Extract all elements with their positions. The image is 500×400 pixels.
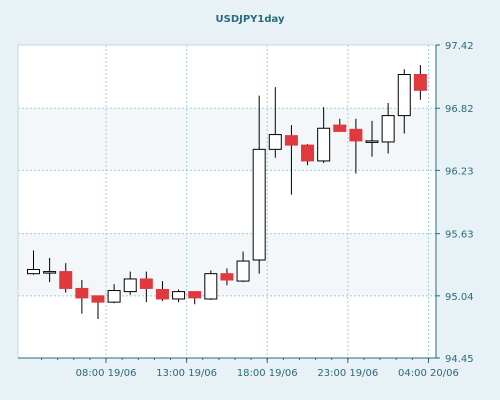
candle-body-up (204, 273, 218, 300)
candle-body-up (252, 148, 266, 261)
candle-body-up (123, 278, 137, 293)
candle-body-up (397, 74, 411, 117)
candle-body-up (381, 115, 395, 143)
y-tick-label: 97.42 (445, 41, 474, 52)
candle (252, 95, 266, 274)
candle (236, 251, 250, 283)
candle (75, 280, 89, 314)
candle (172, 289, 186, 303)
candle (139, 271, 153, 303)
candle-body-up (236, 260, 250, 282)
candle (381, 102, 395, 154)
candle (413, 65, 427, 100)
candle-body-down (220, 273, 234, 281)
candle-body-down (413, 74, 427, 91)
candle (43, 257, 57, 283)
x-tick-label: 18:00 19/06 (237, 368, 298, 379)
candle (204, 270, 218, 301)
candle-body-up (43, 271, 57, 274)
candle-body-up (268, 134, 282, 150)
candle (188, 291, 202, 305)
candle (123, 271, 137, 295)
grid-band (18, 45, 436, 109)
candle-body-down (301, 144, 315, 162)
candle (333, 118, 347, 132)
y-tick-label: 96.23 (445, 166, 474, 177)
candle (284, 125, 298, 195)
y-tick-label: 95.63 (445, 230, 474, 241)
grid-band (18, 295, 436, 358)
candle-body-down (91, 295, 105, 303)
candle (59, 263, 73, 293)
candle-body-down (333, 124, 347, 132)
candle (317, 107, 331, 164)
candle-body-down (284, 135, 298, 146)
candle-body-up (172, 291, 186, 300)
candle-body-down (75, 287, 89, 299)
candle-body-down (59, 271, 73, 289)
candle (349, 118, 363, 174)
x-tick-label: 13:00 19/06 (156, 368, 217, 379)
candle (365, 120, 379, 157)
x-tick-label: 08:00 19/06 (76, 368, 137, 379)
chart-title: USDJPY1day (216, 14, 285, 25)
candle (91, 295, 105, 320)
candle-body-up (27, 268, 40, 275)
candle-body-down (188, 291, 202, 299)
candle (301, 144, 315, 166)
candle (155, 281, 169, 302)
candle-body-up (107, 290, 121, 303)
candle-body-down (139, 278, 153, 289)
x-tick-label: 23:00 19/06 (317, 368, 378, 379)
candle-body-down (349, 128, 363, 142)
x-tick-label: 04:00 20/06 (398, 368, 459, 379)
candle-body-up (317, 127, 331, 162)
y-tick-label: 94.45 (445, 354, 474, 365)
candle (107, 284, 121, 304)
candle-body-down (155, 288, 169, 300)
candle-body-up (365, 140, 379, 143)
grid-band (18, 170, 436, 234)
candle (27, 250, 40, 275)
candle (220, 268, 234, 286)
candle (397, 69, 411, 134)
y-tick-label: 96.82 (445, 104, 474, 115)
candle (268, 87, 282, 158)
y-tick-label: 95.04 (445, 292, 474, 303)
